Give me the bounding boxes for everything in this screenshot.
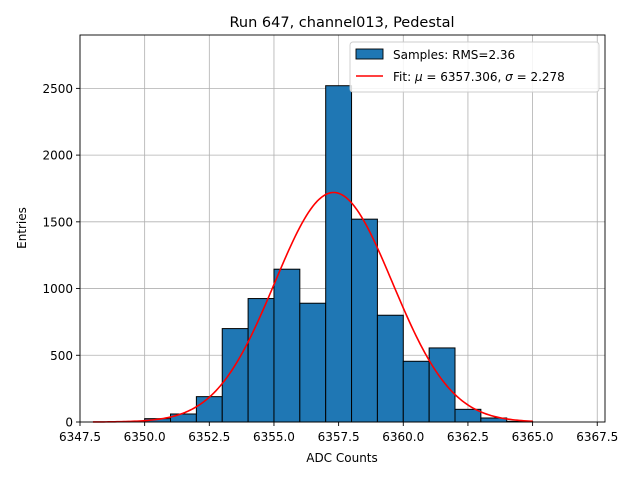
legend-samples-swatch <box>355 48 384 60</box>
y-tick-label: 1500 <box>42 215 73 229</box>
legend-fit-label: Fit: μ = 6357.306, σ = 2.278 <box>393 70 565 84</box>
y-axis-label: Entries <box>15 207 29 249</box>
x-tick-label: 6365.0 <box>512 430 554 444</box>
x-tick-label: 6352.5 <box>188 430 230 444</box>
histogram-bar-12 <box>454 408 482 423</box>
x-tick-label: 6357.5 <box>318 430 360 444</box>
histogram-bar-10 <box>402 360 430 423</box>
histogram-bar-5 <box>273 268 301 423</box>
y-tick-label: 2500 <box>42 82 73 96</box>
histogram-bar-2 <box>195 396 223 423</box>
legend-box <box>349 41 600 93</box>
histogram-bar-8 <box>351 218 378 423</box>
x-tick-label: 6355.0 <box>253 430 295 444</box>
histogram-bar-6 <box>299 302 327 423</box>
y-tick-label: 500 <box>50 349 73 363</box>
x-tick-label: 6367.5 <box>576 430 618 444</box>
histogram-bar-3 <box>221 328 249 423</box>
histogram-bar-1 <box>170 413 197 423</box>
histogram-bar-11 <box>428 347 456 423</box>
x-tick-label: 6350.0 <box>124 430 166 444</box>
chart-title: Run 647, channel013, Pedestal <box>229 15 454 31</box>
histogram-bar-4 <box>247 298 275 423</box>
histogram-bar-7 <box>325 85 353 423</box>
histogram-bar-9 <box>376 314 404 423</box>
x-axis-ticks: 6347.5 6350.0 6352.5 6355.0 6357.5 6360.0 6362… <box>59 422 618 444</box>
y-tick-label: 1000 <box>42 282 73 296</box>
y-tick-label: 0 <box>65 416 73 430</box>
histogram-bars <box>144 85 534 423</box>
plot-frame <box>79 34 606 423</box>
fit-curve <box>92 191 533 423</box>
x-tick-label: 6360.0 <box>382 430 424 444</box>
y-tick-label: 2000 <box>42 149 73 163</box>
legend-samples-label: Samples: RMS=2.36 <box>393 48 515 62</box>
x-tick-label: 6362.5 <box>447 430 489 444</box>
legend: Samples: RMS=2.36 Fit: μ = 6357.306, σ =… <box>349 41 600 93</box>
x-tick-label: 6347.5 <box>59 430 101 444</box>
x-axis-label: ADC Counts <box>306 451 378 465</box>
y-axis-ticks: 0 500 1000 1500 2000 2500 <box>42 82 80 430</box>
